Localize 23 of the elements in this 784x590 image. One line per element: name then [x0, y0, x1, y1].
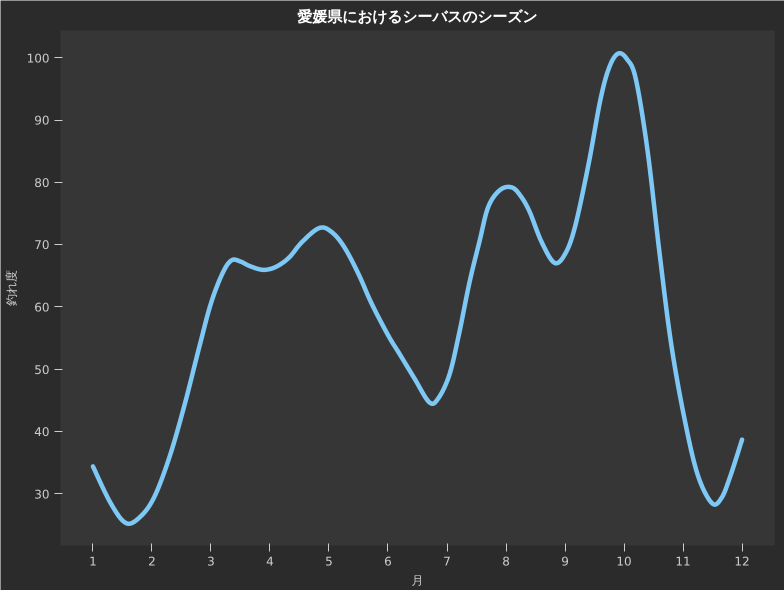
y-axis-title: 釣れ度: [4, 270, 19, 306]
x-tick-label: 1: [89, 554, 97, 568]
y-tick-label: 30: [34, 487, 50, 502]
y-tick-label: 60: [34, 300, 50, 314]
y-tick-label: 70: [34, 238, 50, 252]
x-tick-label: 10: [616, 554, 632, 568]
x-tick-label: 12: [734, 554, 750, 568]
x-tick-label: 5: [325, 554, 333, 568]
y-tick-label: 100: [26, 51, 50, 66]
y-tick-label: 40: [34, 425, 50, 440]
x-tick-label: 6: [384, 554, 392, 568]
y-tick-label: 80: [34, 176, 50, 190]
x-tick-label: 8: [502, 554, 510, 568]
x-tick-label: 4: [266, 554, 274, 568]
x-axis-title: 月: [412, 574, 424, 588]
chart-title: 愛媛県におけるシーバスのシーズン: [298, 8, 538, 26]
x-tick-label: 7: [443, 554, 451, 568]
y-tick-label: 50: [34, 362, 50, 377]
x-tick-label: 9: [561, 554, 569, 568]
x-tick-label: 2: [148, 554, 156, 568]
y-tick-label: 90: [34, 114, 50, 128]
x-tick-label: 11: [675, 554, 691, 568]
x-tick-label: 3: [207, 554, 215, 568]
